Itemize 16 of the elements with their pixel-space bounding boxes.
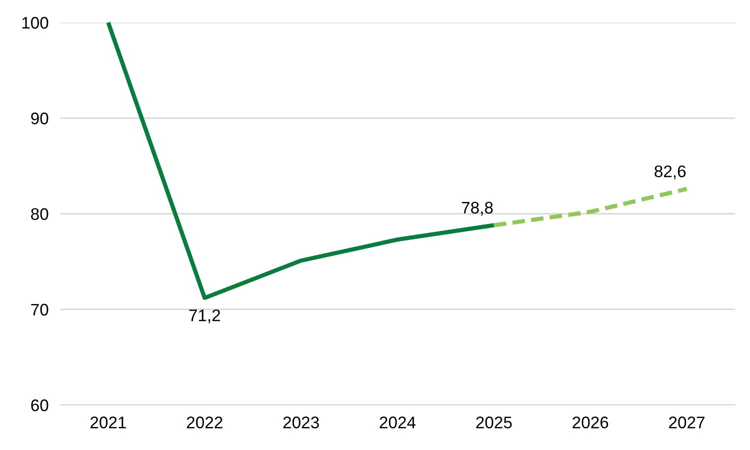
y-tick-label: 60 <box>31 399 48 412</box>
x-tick-label: 2024 <box>380 416 416 428</box>
data-label: 82,6 <box>654 165 686 180</box>
y-tick-label: 80 <box>31 208 48 220</box>
data-label: 71,2 <box>189 309 220 324</box>
y-tick-label: 90 <box>31 112 48 124</box>
x-tick-label: 2021 <box>90 416 126 428</box>
x-tick-label: 2027 <box>669 416 704 428</box>
line-series <box>106 20 496 300</box>
x-tick-label: 2025 <box>476 416 512 428</box>
x-tick-label: 2026 <box>572 416 608 428</box>
y-tick-label: 100 <box>22 16 48 29</box>
y-tick-label: 70 <box>31 304 48 316</box>
x-tick-label: 2022 <box>186 416 222 428</box>
x-tick-label: 2023 <box>283 416 319 428</box>
data-label: 78,8 <box>462 202 493 216</box>
